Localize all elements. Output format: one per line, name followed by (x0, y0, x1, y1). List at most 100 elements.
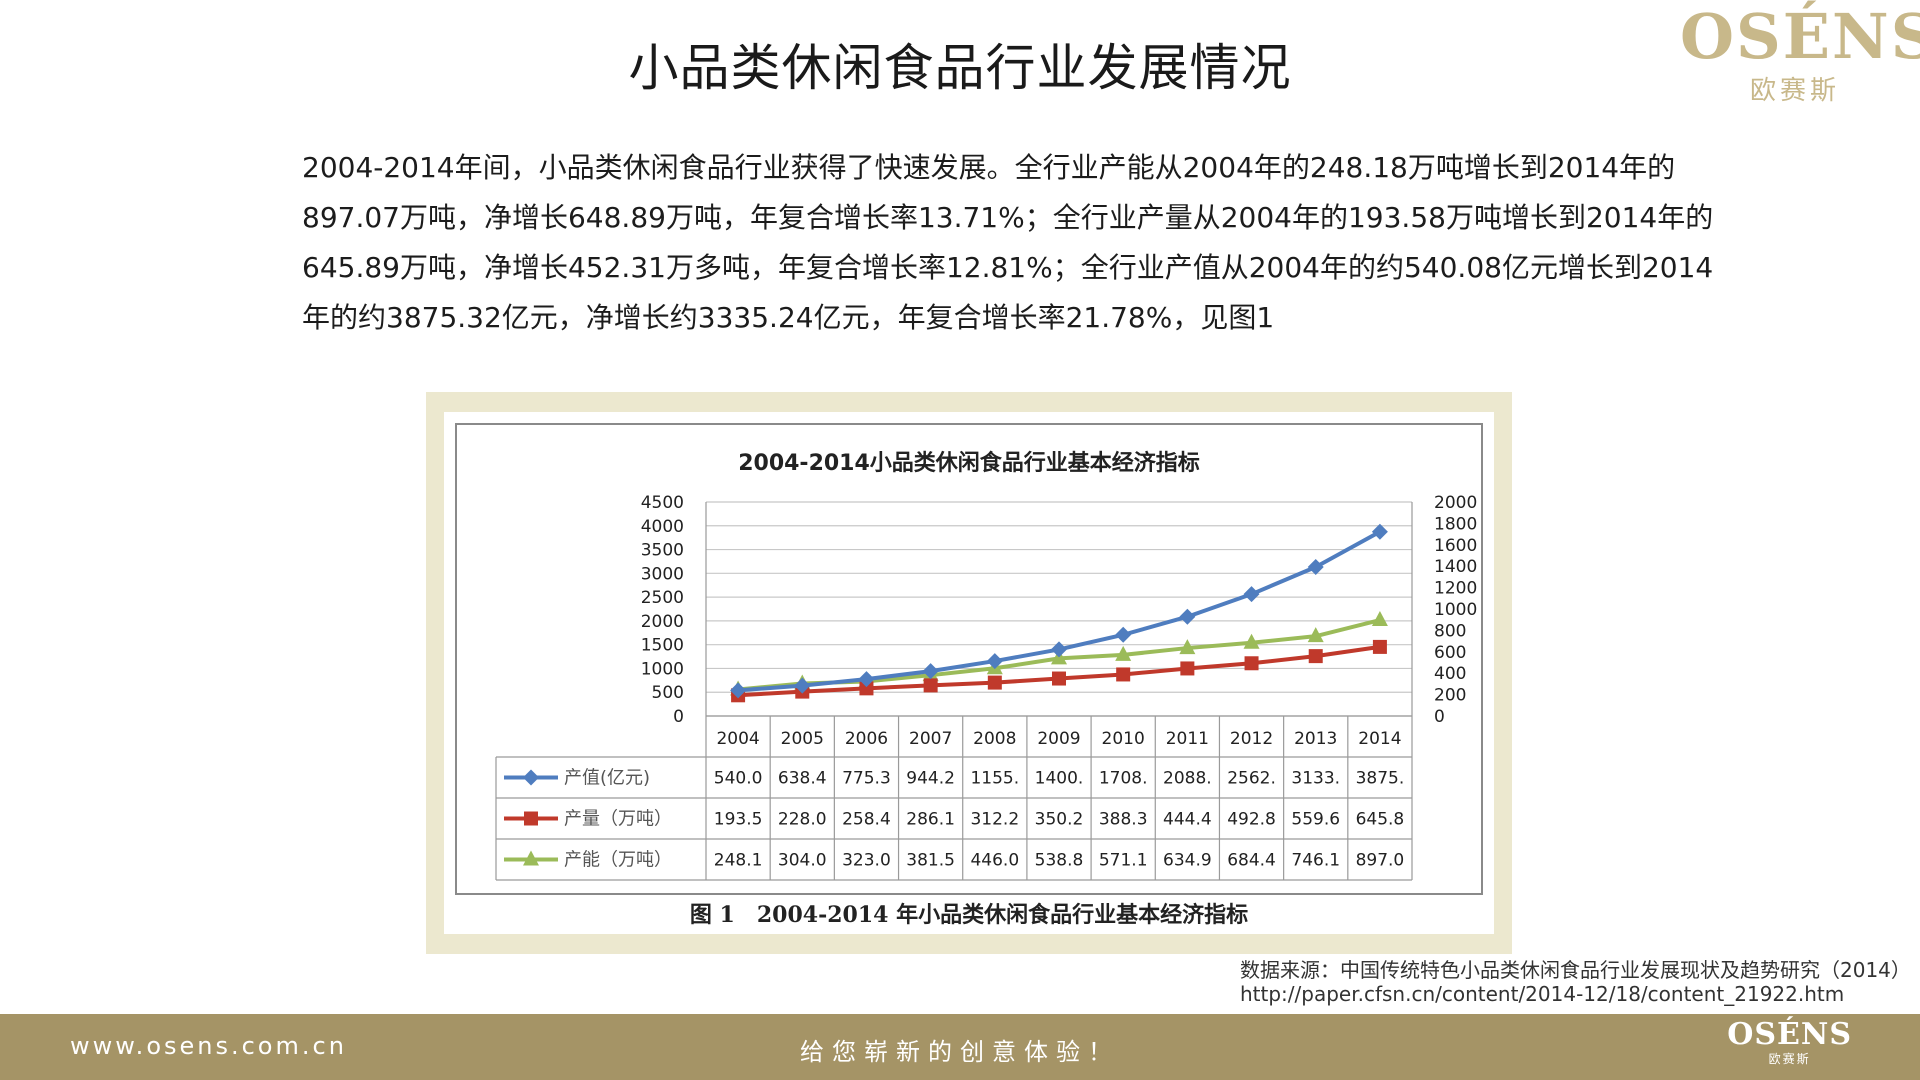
table-cell-value: 540.0 (714, 769, 763, 789)
legend-marker (524, 811, 538, 826)
data-point (923, 678, 938, 693)
data-point (1180, 661, 1195, 676)
x-category-label: 2006 (845, 729, 888, 749)
slide-title: 小品类休闲食品行业发展情况 (628, 39, 1292, 97)
y-left-tick-label: 3500 (641, 541, 684, 561)
data-point (794, 677, 811, 694)
data-point (1052, 671, 1066, 686)
table-cell-value: 1155. (970, 769, 1019, 789)
data-point (1307, 559, 1324, 576)
y-right-tick-label: 1600 (1434, 536, 1477, 556)
y-right-tick-label: 0 (1434, 707, 1445, 727)
table-cell-value: 775.3 (842, 769, 891, 789)
table-cell-value: 323.0 (842, 851, 891, 871)
y-right-tick-label: 1800 (1434, 514, 1477, 534)
legend-marker (523, 769, 539, 786)
data-point (1179, 608, 1196, 625)
figure-caption: 图 1 2004-2014 年小品类休闲食品行业基本经济指标 (690, 902, 1248, 928)
y-left-tick-label: 500 (652, 683, 684, 703)
table-cell-value: 559.6 (1291, 810, 1340, 830)
x-category-label: 2008 (973, 729, 1016, 749)
table-cell-value: 634.9 (1163, 851, 1212, 871)
table-cell-value: 638.4 (778, 769, 827, 789)
data-point (859, 681, 874, 696)
data-source: 数据来源：中国传统特色小品类休闲食品行业发展现状及趋势研究（2014） http… (1240, 958, 1911, 1006)
data-point (1051, 641, 1067, 658)
footer-website[interactable]: www.osens.com.cn (70, 1032, 347, 1060)
data-point (1307, 627, 1324, 643)
source-citation: 数据来源：中国传统特色小品类休闲食品行业发展现状及趋势研究（2014） (1240, 958, 1911, 982)
table-cell-value: 388.3 (1099, 810, 1148, 830)
data-point (1115, 626, 1132, 643)
y-left-tick-label: 4000 (641, 517, 684, 537)
figure-inner: 2004-2014小品类休闲食品行业基本经济指标 0 500 1000 1500 2000… (444, 412, 1494, 934)
data-point (987, 675, 1002, 690)
source-url[interactable]: http://paper.cfsn.cn/content/2014-12/18/… (1240, 982, 1845, 1006)
data-point (1371, 523, 1388, 540)
table-cell-value: 2088. (1163, 769, 1212, 789)
table-cell-value: 444.4 (1163, 810, 1212, 830)
paragraph-line: 年的约3875.32亿元，净增长约3335.24亿元，年复合增长率21.78%，… (302, 301, 1275, 334)
logo-wordmark: OSÉNS (1680, 0, 1920, 73)
table-cell-value: 258.4 (842, 810, 891, 830)
paragraph-line: 897.07万吨，净增长648.89万吨，年复合增长率13.71%；全行业产量从… (302, 201, 1714, 234)
table-cell-value: 492.8 (1227, 810, 1276, 830)
y-left-tick-label: 0 (673, 707, 684, 727)
table-cell-value: 3875. (1356, 769, 1405, 789)
footer-bar: www.osens.com.cn 给您崭新的创意体验！ OSÉNS 欧赛斯 (0, 1014, 1920, 1080)
table-cell-value: 897.0 (1356, 851, 1405, 871)
data-point (1179, 639, 1196, 655)
table-cell-value: 228.0 (778, 810, 827, 830)
data-point (922, 663, 939, 680)
table-cell-value: 312.2 (970, 810, 1019, 830)
x-category-label: 2005 (781, 729, 824, 749)
paragraph-line: 2004-2014年间，小品类休闲食品行业获得了快速发展。全行业产能从2004年… (302, 151, 1676, 184)
chart-title: 2004-2014小品类休闲食品行业基本经济指标 (738, 450, 1200, 476)
table-cell-value: 1708. (1099, 769, 1148, 789)
table-cell-value: 538.8 (1035, 851, 1084, 871)
table-cell-value: 193.5 (714, 810, 763, 830)
chart-border (455, 423, 1483, 895)
legend-label: 产值(亿元) (564, 768, 650, 789)
data-point (1244, 656, 1259, 671)
footer-logo-wordmark: OSÉNS (1727, 1017, 1852, 1052)
y-right-tick-label: 800 (1434, 621, 1466, 641)
y-right-tick-label: 200 (1434, 686, 1466, 706)
data-point (1115, 645, 1132, 661)
footer-logo: OSÉNS 欧赛斯 (1727, 1020, 1852, 1067)
table-cell-value: 248.1 (714, 851, 763, 871)
table-cell-value: 446.0 (970, 851, 1019, 871)
y-right-tick-label: 2000 (1434, 493, 1477, 513)
y-right-tick-label: 1000 (1434, 600, 1477, 620)
data-point (1371, 611, 1388, 627)
intro-paragraph: 2004-2014年间，小品类休闲食品行业获得了快速发展。全行业产能从2004年… (302, 143, 1714, 343)
y-left-tick-label: 2000 (641, 612, 684, 632)
table-cell-value: 286.1 (906, 810, 955, 830)
osens-logo: OSÉNS 欧赛斯 (1680, 0, 1920, 107)
x-category-label: 2004 (716, 729, 759, 749)
y-right-tick-label: 600 (1434, 643, 1466, 663)
legend-marker (523, 850, 539, 866)
table-cell-value: 645.8 (1356, 810, 1405, 830)
x-category-label: 2014 (1358, 729, 1401, 749)
table-cell-value: 571.1 (1099, 851, 1148, 871)
logo-chinese-name: 欧赛斯 (1749, 76, 1840, 106)
data-point (1243, 633, 1260, 649)
table-cell-value: 350.2 (1035, 810, 1084, 830)
paragraph-line: 645.89万吨，净增长452.31万多吨，年复合增长率12.81%；全行业产值… (302, 251, 1714, 284)
table-cell-value: 1400. (1035, 769, 1084, 789)
y-left-tick-label: 1500 (641, 636, 684, 656)
table-cell-value: 3133. (1291, 769, 1340, 789)
legend-label: 产量（万吨） (564, 809, 672, 830)
table-cell-value: 746.1 (1291, 851, 1340, 871)
y-right-tick-label: 1200 (1434, 579, 1477, 599)
x-category-label: 2011 (1166, 729, 1209, 749)
data-point (1308, 649, 1323, 664)
legend-label: 产能（万吨） (564, 850, 672, 871)
x-category-label: 2007 (909, 729, 952, 749)
footer-logo-chinese-name: 欧赛斯 (1768, 1052, 1811, 1066)
table-cell-value: 944.2 (906, 769, 955, 789)
footer-slogan: 给您崭新的创意体验！ (800, 1038, 1120, 1066)
series-line-value (737, 529, 1381, 693)
economic-indicators-chart: 2004-2014小品类休闲食品行业基本经济指标0500100015002000… (455, 423, 1483, 928)
